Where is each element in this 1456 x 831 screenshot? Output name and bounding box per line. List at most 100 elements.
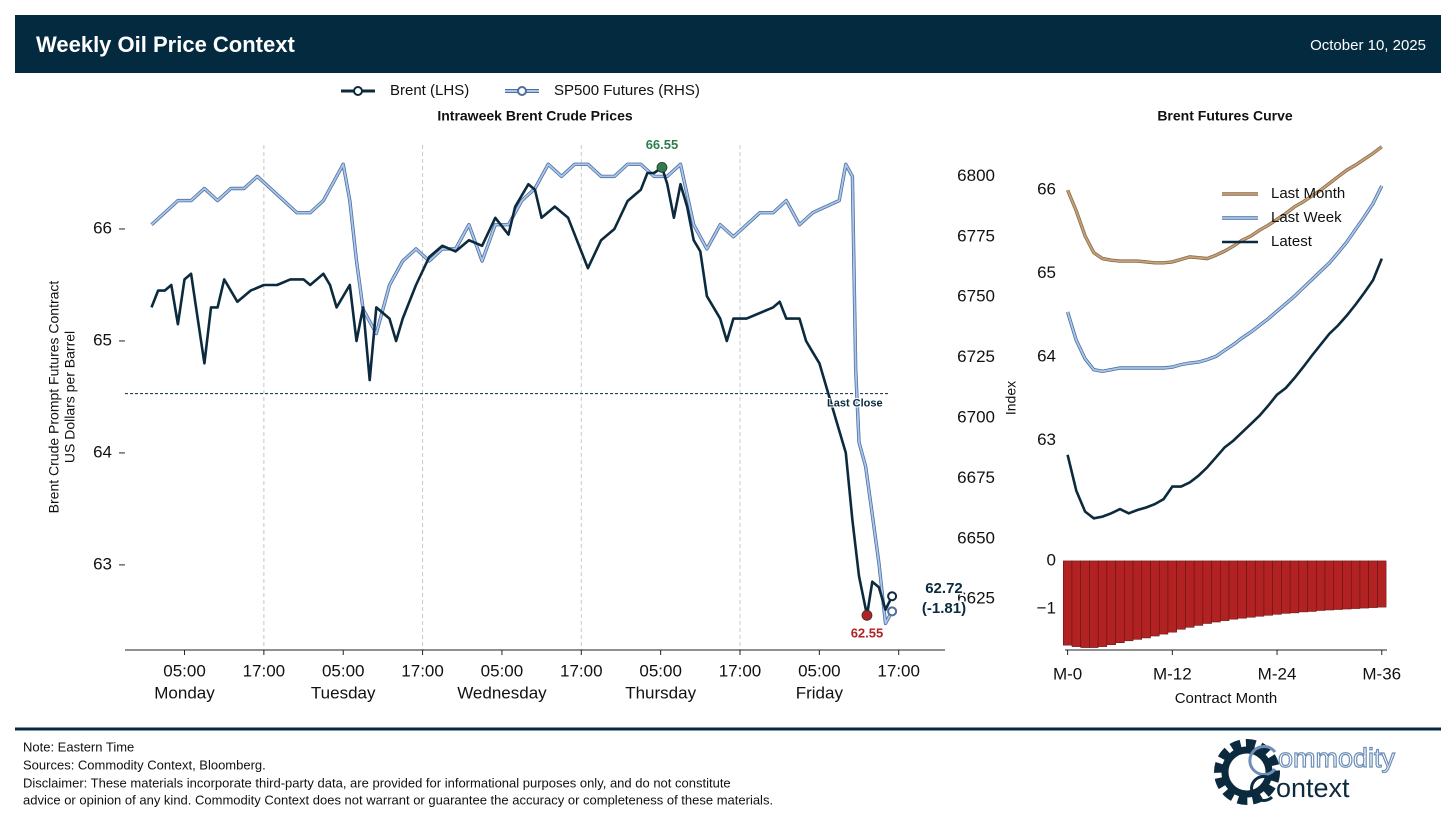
bar: [1115, 560, 1125, 644]
footer-note: Note: Eastern Time: [23, 739, 134, 754]
curve-line: [1066, 185, 1383, 373]
x-tick-label: Monday: [154, 683, 215, 702]
logo: ommodity ontext: [1214, 739, 1396, 805]
bar: [1141, 560, 1151, 639]
y-tick-label: 64: [93, 442, 112, 461]
bar: [1298, 560, 1308, 613]
y2-tick-label: 6800: [957, 166, 995, 185]
legend-label: SP500 Futures (RHS): [554, 82, 700, 99]
legend-label: Last Month: [1271, 185, 1345, 202]
footer-disclaimer: advice or opinion of any kind. Commodity…: [23, 792, 773, 807]
y2-tick-label: 6675: [957, 468, 995, 487]
y2-tick-label: 6775: [957, 226, 995, 245]
last-value-label: 62.72: [925, 580, 963, 597]
bar: [1071, 560, 1081, 647]
x-tick-label: 05:00: [639, 661, 682, 680]
curve-line-edge: [1066, 145, 1383, 265]
bar: [1132, 560, 1143, 640]
y-axis-label: US Dollars per Barrel: [62, 331, 78, 463]
annotation-label: 62.55: [851, 626, 884, 641]
x-tick-label: Thursday: [625, 683, 696, 702]
bar: [1272, 560, 1282, 615]
bar: [1307, 560, 1317, 612]
legend-marker: [353, 86, 363, 96]
series-line: [150, 166, 894, 617]
y-axis-label: Brent Crude Prompt Futures Contract: [46, 281, 62, 514]
logo-c-lower: [1250, 775, 1274, 802]
x-tick-label: 17:00: [401, 661, 444, 680]
bar: [1150, 560, 1160, 637]
last-change-label: (-1.81): [922, 600, 966, 617]
legend-marker: [517, 86, 527, 96]
bar: [1377, 560, 1387, 608]
bar: [1211, 560, 1221, 623]
y-tick-label: 64: [1037, 347, 1056, 366]
bar: [1220, 560, 1230, 621]
x-tick-label: 17:00: [719, 661, 762, 680]
bar: [1063, 560, 1073, 646]
footer-sources: Sources: Commodity Context, Bloomberg.: [23, 757, 266, 772]
series-line: [150, 163, 893, 625]
x-tick-label: 05:00: [798, 661, 841, 680]
bar: [1080, 560, 1090, 648]
last-point: [887, 606, 898, 617]
bar: [1124, 560, 1134, 642]
x-tick-label: Tuesday: [311, 683, 376, 702]
x-tick-label: Wednesday: [457, 683, 547, 702]
bar: [1316, 560, 1326, 611]
bar: [1089, 560, 1099, 648]
logo-gear: [1221, 746, 1273, 798]
logo-line2: ontext: [1276, 773, 1350, 803]
bar: [1176, 560, 1186, 630]
logo-c-upper: [1248, 745, 1277, 776]
bar: [1324, 560, 1335, 611]
x-tick-label: 05:00: [481, 661, 524, 680]
x-tick-label: 17:00: [877, 661, 920, 680]
y-tick-label: 0: [1047, 550, 1056, 569]
x-tick-label: 05:00: [163, 661, 206, 680]
bar: [1097, 560, 1108, 647]
logo-line1: ommodity: [1278, 743, 1396, 773]
y-tick-label: 63: [1037, 430, 1056, 449]
bar: [1368, 560, 1378, 608]
y-tick-label: 66: [1037, 180, 1056, 199]
reference-label: Last Close: [827, 397, 883, 409]
bar: [1193, 560, 1204, 626]
bar: [1342, 560, 1352, 610]
header-bar: [15, 15, 1441, 73]
annotation-marker: [656, 161, 668, 173]
y2-tick-label: 6625: [957, 589, 995, 608]
bar: [1246, 560, 1256, 618]
y2-tick-label: 6650: [957, 528, 995, 547]
bar: [1185, 560, 1195, 628]
bar: [1158, 560, 1169, 635]
x-axis-label: Contract Month: [1175, 690, 1278, 707]
legend-label: Latest: [1271, 233, 1313, 250]
bar: [1281, 560, 1291, 614]
legend-label: Last Week: [1271, 209, 1342, 226]
y-tick-label: 65: [93, 330, 112, 349]
bar: [1228, 560, 1239, 620]
bar: [1167, 560, 1177, 633]
y-tick-label: 63: [93, 554, 112, 573]
x-tick-label: 17:00: [560, 661, 603, 680]
bar: [1359, 560, 1369, 609]
page-date: October 10, 2025: [1310, 37, 1426, 54]
bar: [1202, 560, 1212, 624]
x-tick-label: Friday: [796, 683, 844, 702]
last-point: [887, 591, 898, 602]
bar: [1106, 560, 1116, 645]
x-tick-label: M-24: [1258, 664, 1297, 683]
bar: [1289, 560, 1300, 614]
y-tick-label: 65: [1037, 263, 1056, 282]
y2-tick-label: 6750: [957, 287, 995, 306]
annotation-label: 66.55: [646, 137, 679, 152]
bar: [1254, 560, 1265, 617]
bar: [1237, 560, 1247, 619]
x-tick-label: 05:00: [322, 661, 365, 680]
x-tick-label: 17:00: [243, 661, 286, 680]
bar: [1333, 560, 1343, 610]
chart-title: Brent Futures Curve: [1157, 108, 1293, 124]
curve-line: [1066, 258, 1384, 520]
